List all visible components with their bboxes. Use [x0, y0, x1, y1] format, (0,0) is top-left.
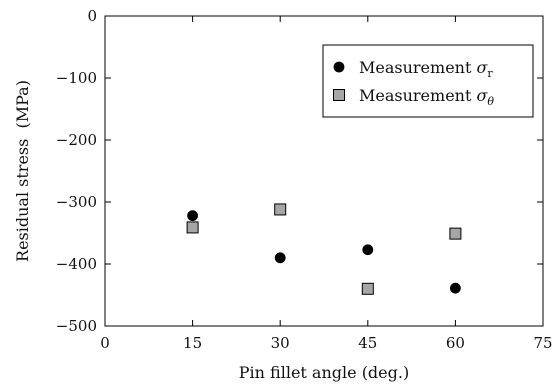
x-tick-label: 75: [533, 334, 552, 352]
sigma-theta-point: [361, 282, 374, 295]
legend-label-sigma-theta: Measurement σθ: [359, 86, 494, 108]
y-axis-title: Residual stress (MPa): [13, 80, 32, 262]
legend: Measurement σr Measurement σθ: [322, 44, 534, 118]
sigma-theta-point: [449, 227, 462, 240]
sigma-r-point: [187, 210, 199, 222]
plot-frame: [104, 15, 544, 327]
sigma-r-point: [449, 282, 461, 294]
sigma-theta-point: [186, 221, 199, 234]
legend-marker-sigma-theta: [333, 89, 345, 101]
x-tick-label: 15: [183, 334, 202, 352]
legend-label-sigma-r: Measurement σr: [359, 58, 493, 80]
sigma-r-point: [274, 252, 286, 264]
x-tick-label: 45: [358, 334, 377, 352]
y-tick-label: −100: [56, 69, 97, 87]
x-tick-label: 30: [271, 334, 290, 352]
x-tick-label: 0: [100, 334, 110, 352]
x-tick-label: 60: [446, 334, 465, 352]
legend-box: [322, 44, 534, 118]
y-tick-label: −300: [56, 193, 97, 211]
y-tick-label: −200: [56, 131, 97, 149]
x-axis-title: Pin fillet angle (deg.): [239, 363, 409, 382]
y-tick-label: −500: [56, 317, 97, 335]
legend-marker-sigma-r: [333, 61, 345, 73]
sigma-r-point: [362, 244, 374, 256]
sigma-theta-point: [274, 203, 287, 216]
y-tick-label: 0: [87, 7, 97, 25]
y-tick-label: −400: [56, 255, 97, 273]
